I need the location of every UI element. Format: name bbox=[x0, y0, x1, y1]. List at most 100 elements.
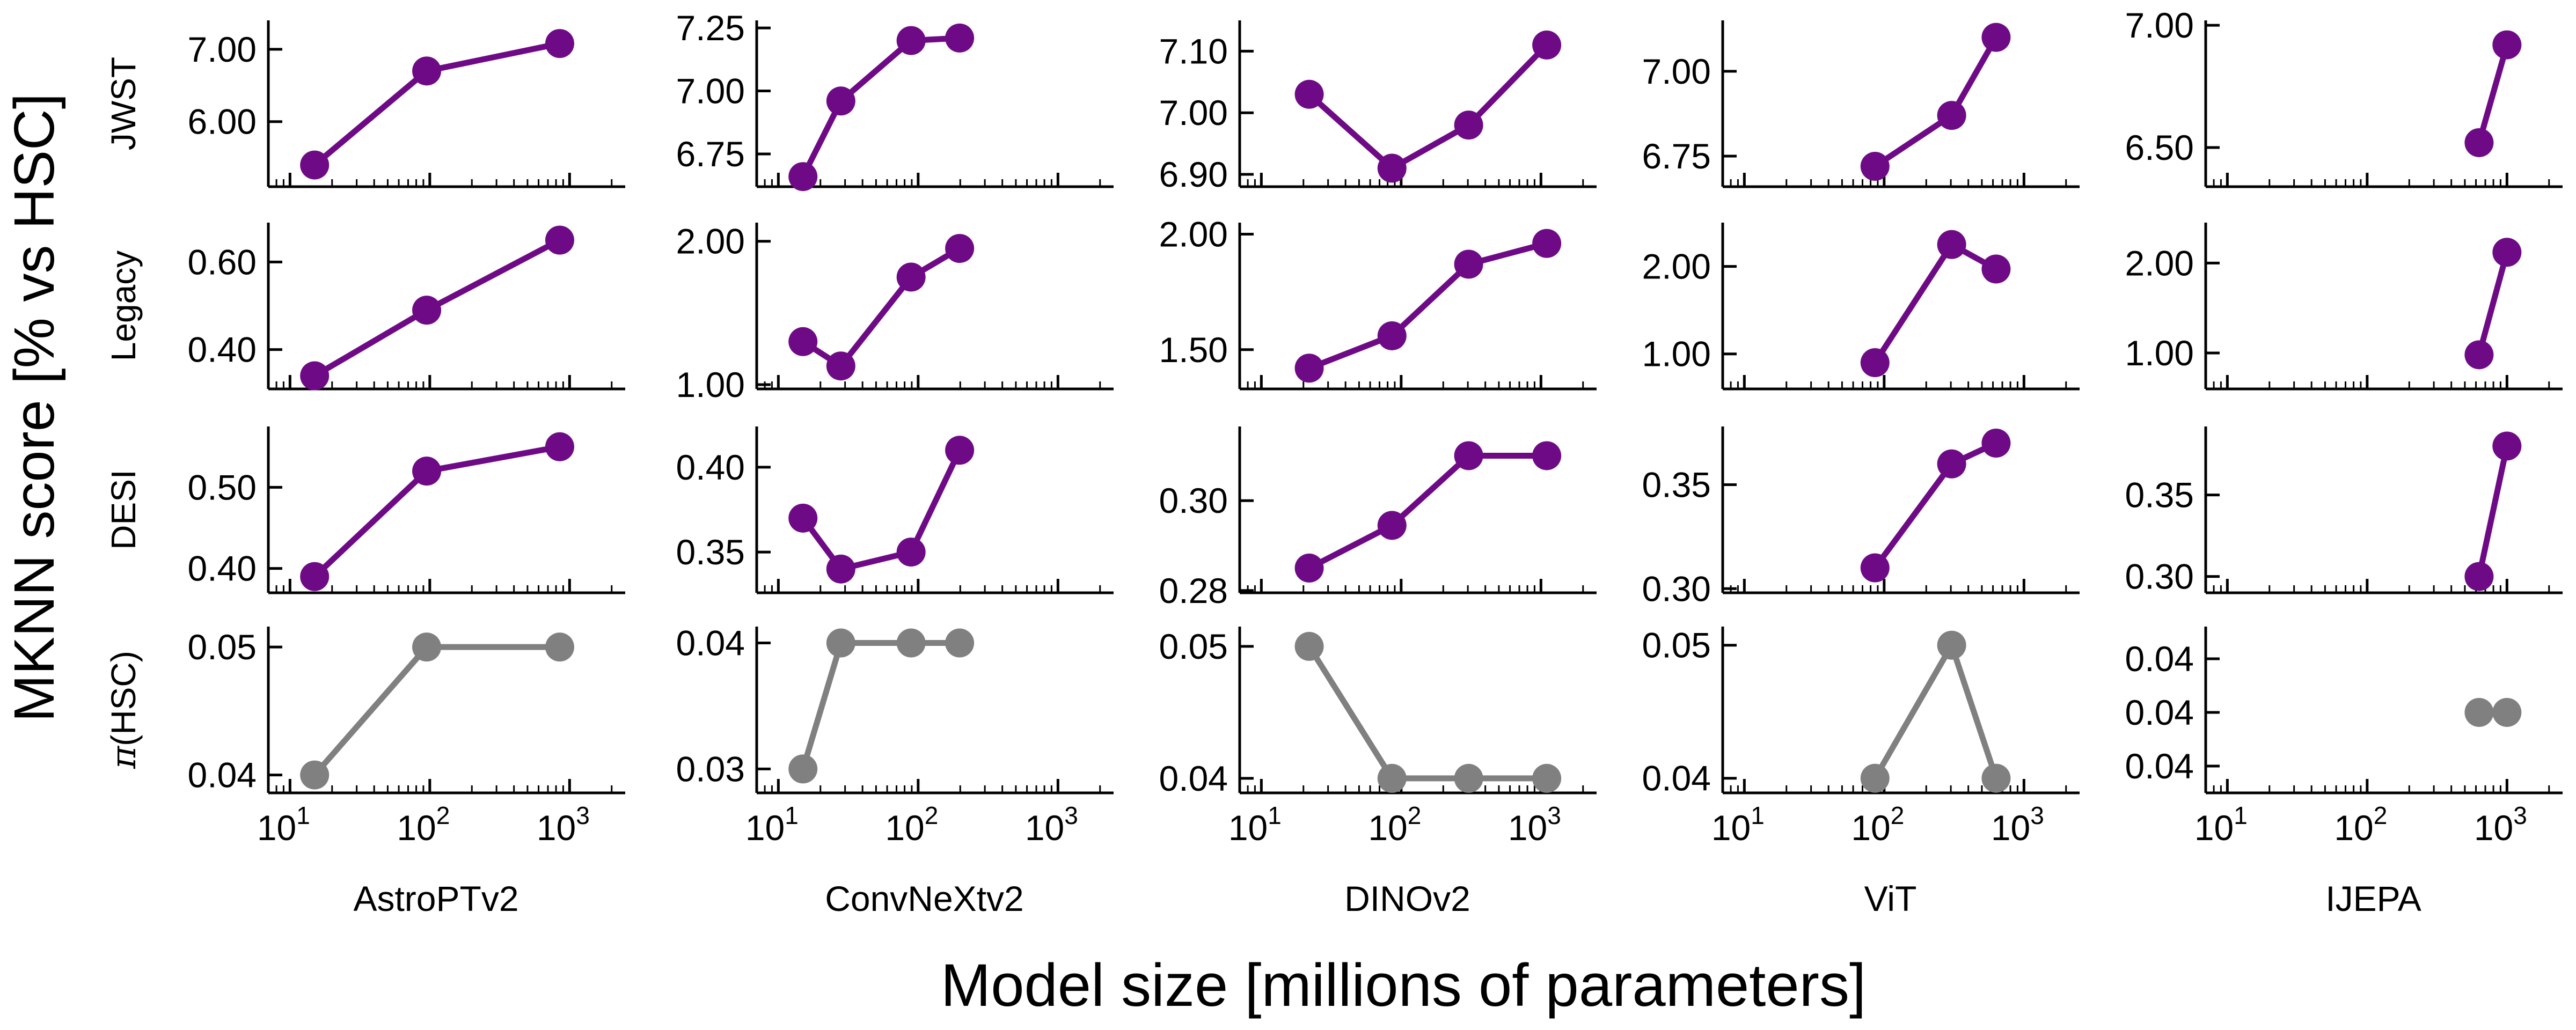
series-line bbox=[800, 35, 963, 180]
series-line bbox=[1306, 240, 1550, 371]
panel-AstroPTv2-DESI: 0.40 0.50 DESI bbox=[104, 426, 625, 594]
data-point bbox=[1294, 553, 1324, 583]
x-tick-exponent: 2 bbox=[1408, 801, 1422, 829]
data-point bbox=[1454, 441, 1483, 470]
x-tick-exponent: 3 bbox=[1547, 801, 1561, 829]
series-line bbox=[2476, 249, 2510, 358]
series-line bbox=[1872, 34, 1999, 170]
y-tick-label: 0.03 bbox=[676, 749, 745, 789]
series-line bbox=[1306, 452, 1550, 571]
data-point bbox=[412, 56, 442, 86]
y-tick-label: 0.40 bbox=[188, 549, 257, 588]
y-tick-label: 2.00 bbox=[2125, 243, 2194, 283]
panel-ViT-(HSC): 0.04 0.05 101 102 103 ViT bbox=[1642, 626, 2080, 918]
row-label-text: DESI bbox=[104, 469, 143, 549]
y-tick-label: 7.00 bbox=[676, 71, 745, 111]
column-label: ConvNeXtv2 bbox=[825, 879, 1024, 918]
data-point bbox=[788, 162, 818, 192]
data-point bbox=[896, 262, 926, 292]
panel-ViT-DESI: 0.30 0.35 bbox=[1642, 426, 2080, 608]
data-point bbox=[300, 361, 330, 391]
y-tick-label: 1.00 bbox=[2125, 333, 2194, 373]
data-point bbox=[1937, 449, 1966, 479]
figure-y-label: MKNN score [% vs HSC] bbox=[3, 93, 66, 722]
data-point bbox=[412, 457, 442, 486]
data-point bbox=[1377, 763, 1407, 793]
data-point bbox=[896, 26, 926, 55]
data-point bbox=[1294, 631, 1324, 661]
data-point bbox=[2492, 30, 2522, 60]
y-tick-label: 0.40 bbox=[676, 447, 745, 487]
panel-DINOv2-(HSC): 0.04 0.05 101 102 103 DINOv2 bbox=[1159, 627, 1597, 918]
y-tick-label: 1.00 bbox=[1642, 334, 1711, 374]
data-point bbox=[2492, 698, 2522, 727]
data-point bbox=[1454, 763, 1483, 793]
panel-DINOv2-JWST: 6.90 7.00 7.10 bbox=[1159, 20, 1597, 194]
data-point bbox=[1937, 230, 1966, 259]
y-tick-label: 6.90 bbox=[1159, 154, 1228, 194]
data-point bbox=[1377, 153, 1407, 183]
data-point bbox=[1532, 763, 1562, 793]
x-tick-label: 103 bbox=[1025, 801, 1078, 848]
data-point bbox=[826, 86, 855, 116]
x-tick-exponent: 1 bbox=[296, 801, 310, 829]
data-point bbox=[545, 632, 574, 662]
data-point bbox=[1937, 101, 1966, 130]
y-tick-label: 0.04 bbox=[1159, 759, 1228, 798]
x-tick-label: 101 bbox=[2194, 801, 2248, 848]
series-line bbox=[311, 644, 563, 778]
x-tick-exponent: 2 bbox=[436, 801, 450, 829]
data-point bbox=[412, 296, 442, 325]
panel-ConvNeXtv2-JWST: 6.75 7.00 7.25 bbox=[676, 8, 1114, 192]
data-point bbox=[2492, 238, 2522, 267]
panel-AstroPTv2-(HSC): 0.04 0.05 101 102 103 AstroPTv2 π(HSC) bbox=[104, 627, 625, 918]
x-tick-label: 103 bbox=[2474, 801, 2527, 848]
data-point bbox=[1937, 630, 1966, 660]
y-tick-label: 1.00 bbox=[676, 365, 745, 404]
row-label: Legacy bbox=[104, 251, 143, 361]
y-tick-label: 0.05 bbox=[1642, 626, 1711, 665]
data-point bbox=[826, 351, 855, 381]
x-tick-label: 102 bbox=[1851, 801, 1904, 848]
data-point bbox=[300, 562, 330, 591]
panel-AstroPTv2-Legacy: 0.40 0.60 Legacy bbox=[104, 223, 625, 391]
data-point bbox=[1860, 152, 1890, 181]
data-point bbox=[896, 628, 926, 658]
data-point bbox=[1532, 441, 1562, 470]
row-label: JWST bbox=[104, 57, 143, 150]
column-label: ViT bbox=[1864, 879, 1917, 918]
series-line bbox=[800, 640, 963, 772]
y-tick-label: 0.30 bbox=[1642, 569, 1711, 608]
data-point bbox=[1294, 79, 1324, 109]
y-tick-label: 0.04 bbox=[2125, 746, 2194, 786]
y-tick-label: 6.75 bbox=[1642, 136, 1711, 176]
x-tick-exponent: 2 bbox=[2374, 801, 2388, 829]
x-tick-exponent: 1 bbox=[1268, 801, 1282, 829]
x-tick-label: 101 bbox=[745, 801, 799, 848]
data-point bbox=[788, 503, 818, 533]
data-point bbox=[1377, 321, 1407, 350]
y-tick-label: 6.75 bbox=[676, 134, 745, 174]
x-tick-exponent: 1 bbox=[1751, 801, 1765, 829]
panel-ConvNeXtv2-DESI: 0.35 0.40 bbox=[676, 426, 1114, 594]
data-point bbox=[545, 225, 574, 255]
panel-IJEPA-JWST: 6.50 7.00 bbox=[2125, 5, 2563, 188]
data-point bbox=[2464, 698, 2494, 727]
x-tick-exponent: 3 bbox=[1064, 801, 1078, 829]
x-tick-label: 101 bbox=[1228, 801, 1282, 848]
y-tick-label: 7.00 bbox=[188, 30, 257, 69]
data-point bbox=[788, 754, 818, 784]
y-tick-label: 0.35 bbox=[676, 532, 745, 572]
y-tick-label: 2.00 bbox=[1159, 215, 1228, 254]
panel-AstroPTv2-JWST: 6.00 7.00 JWST bbox=[104, 20, 625, 188]
data-point bbox=[826, 628, 855, 658]
data-point bbox=[1294, 354, 1324, 383]
y-tick-label: 0.50 bbox=[188, 467, 257, 507]
data-point bbox=[1981, 254, 2011, 284]
column-label: IJEPA bbox=[2325, 879, 2421, 918]
y-tick-label: 2.00 bbox=[1642, 247, 1711, 286]
y-tick-label: 0.30 bbox=[2125, 557, 2194, 597]
y-tick-label: 0.05 bbox=[188, 627, 257, 667]
